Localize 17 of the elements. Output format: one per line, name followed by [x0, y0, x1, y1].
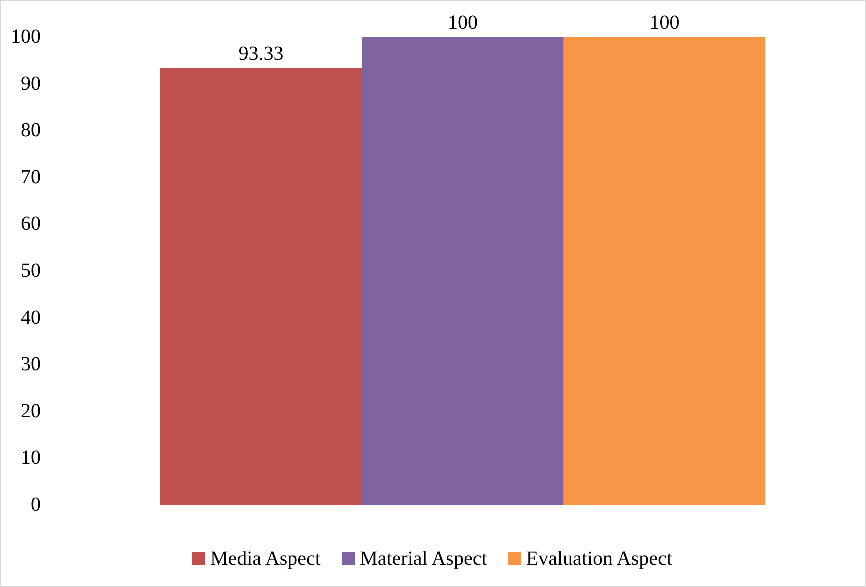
y-tick-label: 50: [21, 260, 41, 282]
legend-label: Media Aspect: [210, 548, 322, 570]
y-tick-label: 0: [31, 494, 41, 516]
data-label: 93.33: [238, 43, 284, 66]
y-tick-label: 90: [21, 72, 41, 95]
data-label: 100: [448, 12, 478, 34]
y-tick-label: 80: [21, 120, 41, 142]
legend-label: Evaluation Aspect: [526, 548, 673, 570]
y-tick-label: 30: [21, 354, 41, 376]
y-tick-label: 70: [21, 166, 41, 188]
y-tick-label: 100: [11, 26, 41, 48]
legend-label: Material Aspect: [360, 548, 488, 570]
y-tick-label: 40: [21, 306, 41, 329]
y-tick-label: 10: [21, 447, 41, 470]
y-tick-label: 20: [21, 400, 41, 422]
y-tick-label: 60: [21, 213, 41, 236]
data-label: 100: [650, 12, 680, 34]
